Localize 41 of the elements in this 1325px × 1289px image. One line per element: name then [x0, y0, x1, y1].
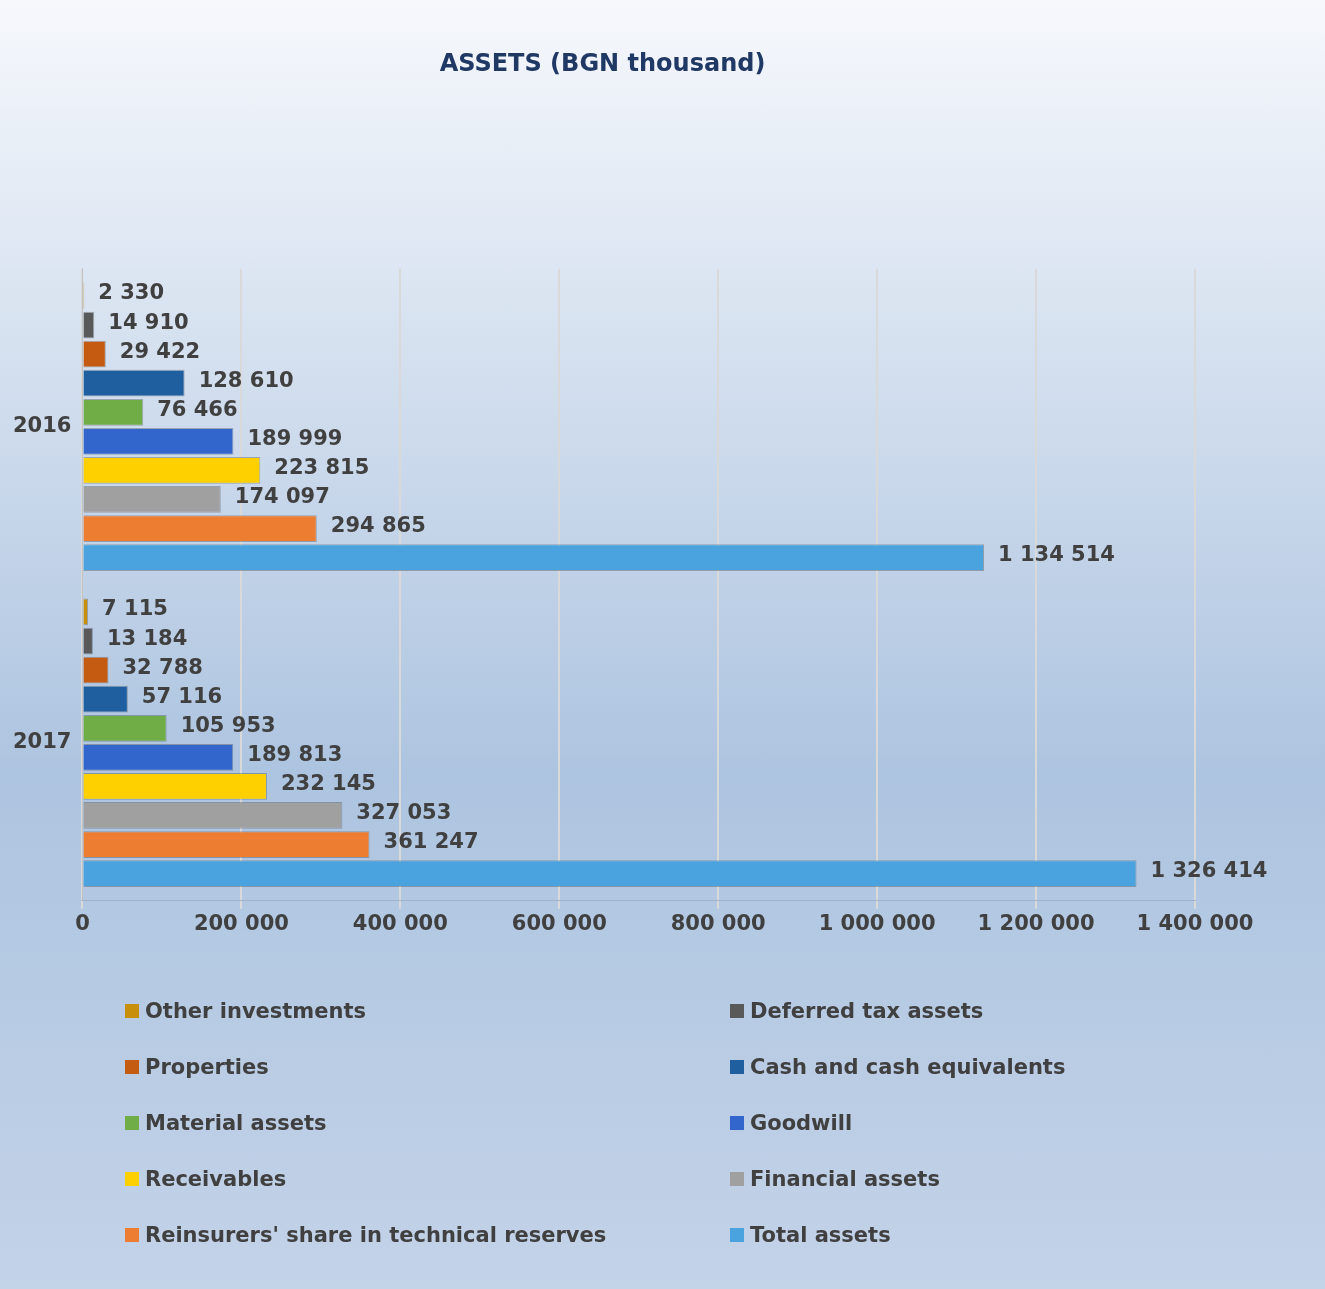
x-tick-label: 1 400 000: [1136, 910, 1254, 935]
legend-label: Material assets: [145, 1111, 327, 1135]
legend-label: Cash and cash equivalents: [750, 1055, 1066, 1079]
x-tick-label: 200 000: [193, 910, 289, 935]
legend-label: Financial assets: [750, 1167, 940, 1191]
data-label: 14 910: [108, 309, 189, 334]
data-label: 7 115: [102, 596, 168, 621]
data-label: 174 097: [234, 483, 330, 508]
data-label: 128 610: [198, 367, 294, 392]
data-label: 223 815: [274, 454, 370, 479]
legend-label: Reinsurers' share in technical reserves: [145, 1223, 607, 1247]
y-tick-label: 2016: [12, 413, 72, 438]
data-label: 1 326 414: [1150, 858, 1268, 883]
data-label: 76 466: [157, 396, 238, 421]
legend-label: Goodwill: [750, 1111, 853, 1135]
x-tick-label: 600 000: [511, 910, 607, 935]
data-label: 13 184: [106, 625, 188, 650]
legend-label: Total assets: [750, 1223, 891, 1247]
data-label: 294 865: [330, 513, 426, 538]
data-label: 2 330: [98, 280, 165, 305]
x-tick-label: 800 000: [670, 910, 766, 935]
data-label: 29 422: [119, 338, 201, 363]
data-label: 361 247: [383, 829, 479, 854]
legend-label: Receivables: [145, 1167, 287, 1191]
data-label: 105 953: [180, 712, 276, 737]
data-label: 32 788: [122, 654, 203, 679]
data-label: 57 116: [141, 683, 223, 708]
x-tick-label: 400 000: [352, 910, 448, 935]
data-label: 1 134 514: [998, 542, 1115, 567]
y-tick-label: 2017: [12, 729, 72, 754]
data-label: 327 053: [356, 799, 452, 824]
data-label: 189 999: [247, 425, 343, 450]
data-label: 189 813: [247, 741, 343, 766]
x-tick-label: 0: [75, 910, 90, 935]
legend-label: Other investments: [145, 999, 366, 1023]
x-tick-label: 1 200 000: [977, 910, 1095, 935]
legend-label: Deferred tax assets: [750, 999, 984, 1023]
chart-title: ASSETS (BGN thousand): [439, 48, 766, 77]
legend-label: Properties: [145, 1055, 269, 1079]
data-label: 232 145: [280, 770, 376, 795]
x-tick-label: 1 000 000: [818, 910, 936, 935]
